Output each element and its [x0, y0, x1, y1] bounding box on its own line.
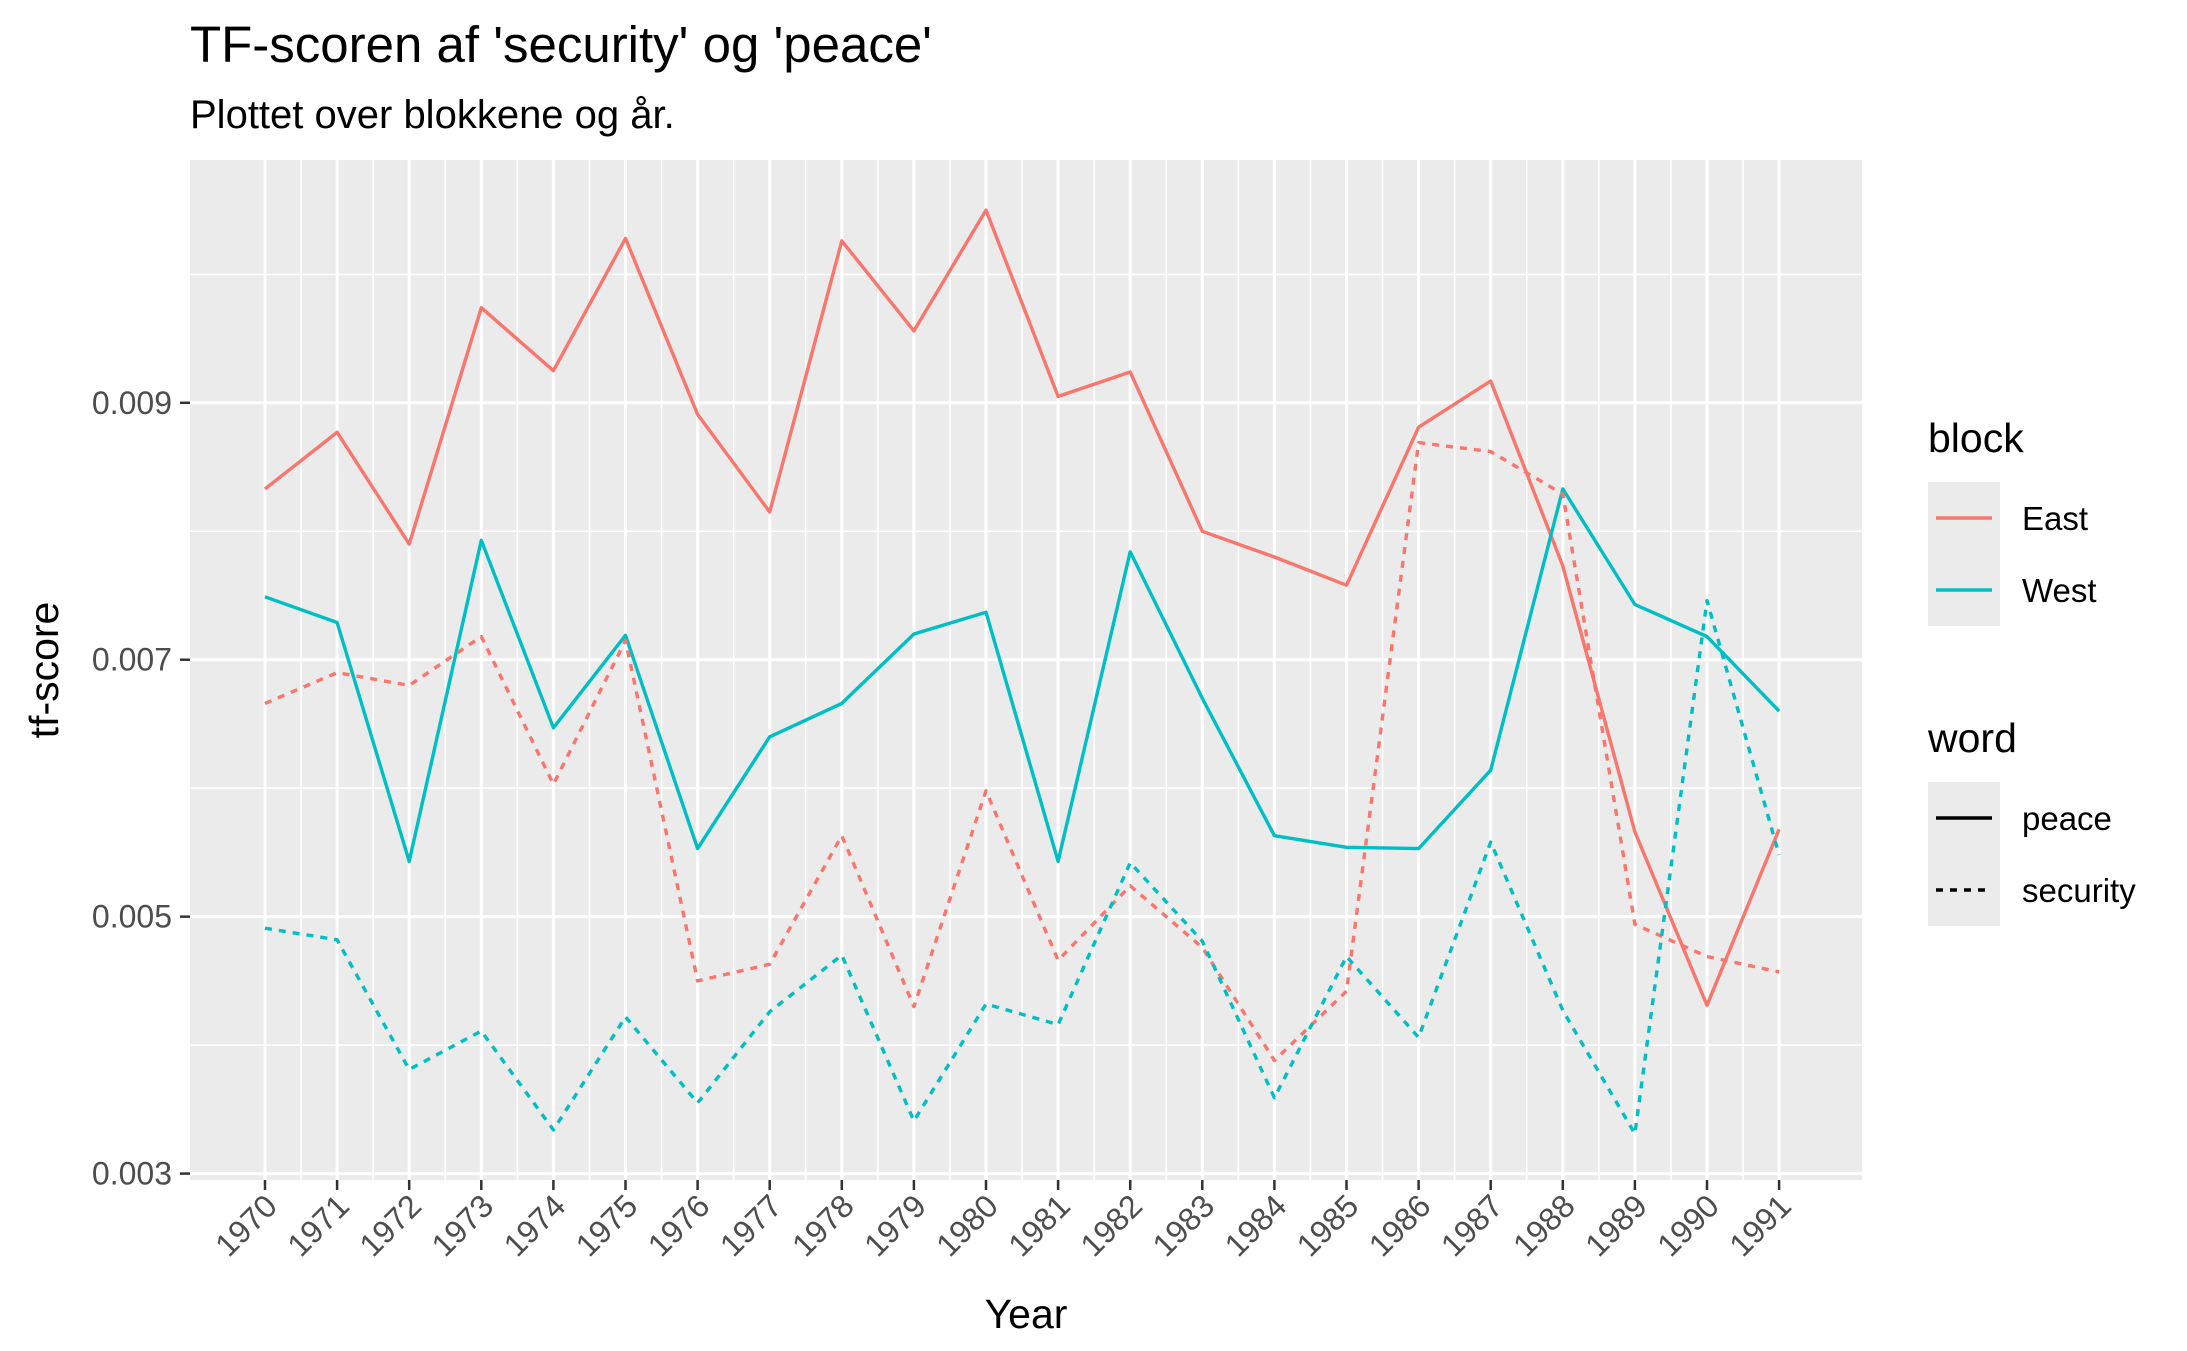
- legend-title: block: [1928, 415, 2024, 461]
- legend-word: word peace security: [1927, 715, 2136, 926]
- legend-label: West: [2022, 572, 2097, 609]
- y-tick-label: 0.003: [92, 1156, 172, 1192]
- plot-panel: [190, 160, 1862, 1180]
- x-tick-label: 1984: [1218, 1187, 1294, 1263]
- legend: block East West word peace security: [1927, 415, 2136, 926]
- legend-label: security: [2022, 872, 2136, 909]
- legend-block: block East West: [1928, 415, 2097, 626]
- chart-subtitle: Plottet over blokkene og år.: [190, 93, 675, 137]
- y-tick-label: 0.007: [92, 642, 172, 678]
- x-tick-label: 1982: [1073, 1187, 1149, 1263]
- x-tick-label: 1975: [569, 1187, 645, 1263]
- legend-label: peace: [2022, 800, 2112, 837]
- x-tick-label: 1991: [1722, 1187, 1798, 1263]
- grid-minor: [190, 160, 1862, 1180]
- x-tick-label: 1972: [352, 1187, 428, 1263]
- x-tick-label: 1974: [497, 1187, 573, 1263]
- chart-title: TF-scoren af 'security' og 'peace': [190, 16, 932, 73]
- series-line-east-security: [264, 440, 1780, 1063]
- x-tick-label: 1970: [208, 1187, 284, 1263]
- x-tick-label: 1978: [785, 1187, 861, 1263]
- x-tick-label: 1979: [857, 1187, 933, 1263]
- x-tick-label: 1971: [280, 1187, 356, 1263]
- x-tick-label: 1985: [1290, 1187, 1366, 1263]
- legend-label: East: [2022, 500, 2088, 537]
- y-axis: 0.003 0.005 0.007 0.009: [92, 385, 190, 1192]
- x-tick-label: 1976: [641, 1187, 717, 1263]
- x-tick-label: 1973: [424, 1187, 500, 1263]
- series-line-west-peace: [264, 487, 1781, 864]
- x-tick-label: 1980: [929, 1187, 1005, 1263]
- y-axis-title: tf-score: [21, 602, 67, 739]
- series-line-west-security: [264, 598, 1781, 1136]
- y-tick-label: 0.009: [92, 385, 172, 421]
- x-tick-label: 1989: [1578, 1187, 1654, 1263]
- x-tick-label: 1986: [1362, 1187, 1438, 1263]
- x-tick-label: 1988: [1506, 1187, 1582, 1263]
- x-tick-label: 1977: [713, 1187, 789, 1263]
- x-axis-title: Year: [985, 1291, 1068, 1337]
- x-axis: 1970197119721973197419751976197719781979…: [208, 1180, 1798, 1263]
- y-tick-label: 0.005: [92, 899, 172, 935]
- x-tick-label: 1990: [1650, 1187, 1726, 1263]
- grid-major: [190, 160, 1862, 1180]
- series-layer: [263, 208, 1781, 1136]
- x-tick-label: 1983: [1145, 1187, 1221, 1263]
- x-tick-label: 1981: [1001, 1187, 1077, 1263]
- x-tick-label: 1987: [1434, 1187, 1510, 1263]
- legend-title: word: [1927, 715, 2017, 761]
